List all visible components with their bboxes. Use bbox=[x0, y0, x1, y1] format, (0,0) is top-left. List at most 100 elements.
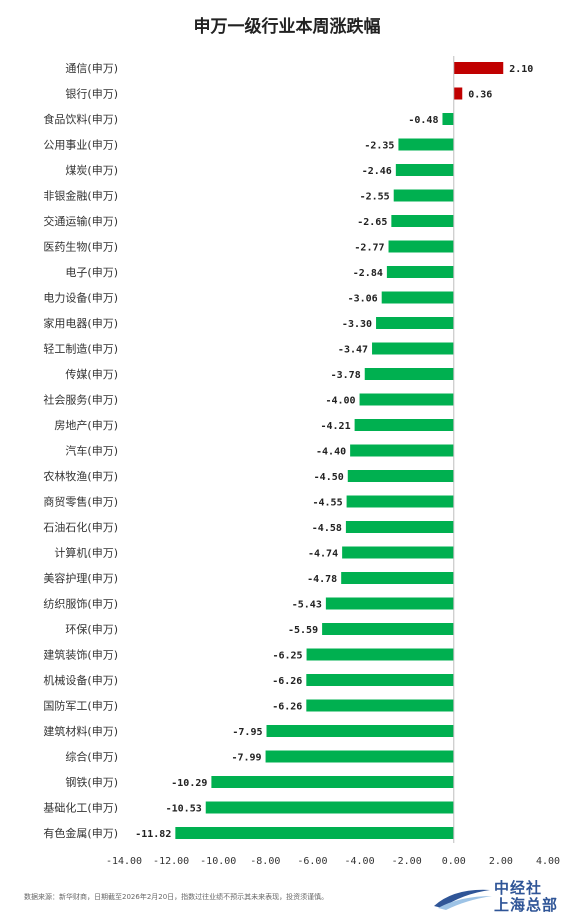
bar bbox=[398, 138, 454, 151]
category-label: 建筑材料(申万) bbox=[43, 724, 118, 738]
bar bbox=[350, 444, 454, 457]
bar bbox=[205, 801, 454, 814]
value-label: -2.55 bbox=[360, 192, 390, 203]
value-label: -3.30 bbox=[342, 319, 372, 330]
publisher-logo: 中经社 上海总部 bbox=[432, 880, 568, 916]
category-label: 传媒(申万) bbox=[65, 368, 118, 381]
value-label: -4.58 bbox=[312, 523, 342, 534]
value-label: -10.29 bbox=[171, 778, 207, 789]
value-label: 0.36 bbox=[468, 90, 492, 101]
data-source-note: 数据来源：新华财商，日期截至2026年2月20日，指数过往业绩不预示其未来表现，… bbox=[24, 893, 329, 901]
bar bbox=[359, 393, 454, 406]
value-label: -4.21 bbox=[320, 421, 350, 432]
logo-line-1: 中经社 bbox=[494, 879, 543, 897]
value-label: -4.74 bbox=[308, 549, 338, 560]
category-label: 石油石化(申万) bbox=[43, 520, 118, 534]
value-label: -6.25 bbox=[272, 651, 302, 662]
value-label: -4.78 bbox=[307, 574, 337, 585]
x-tick-label: -8.00 bbox=[250, 856, 280, 867]
value-label: -3.78 bbox=[331, 370, 361, 381]
x-tick-label: 4.00 bbox=[536, 856, 560, 867]
bar-chart: 通信(申万) 2.10 银行(申万) 0.36 食品饮料(申万) -0.48 公用事业(申万… bbox=[43, 56, 560, 867]
bar bbox=[341, 572, 454, 584]
value-label: -5.43 bbox=[292, 600, 322, 611]
value-label: 2.10 bbox=[509, 64, 533, 75]
category-label: 纺织服饰(申万) bbox=[43, 597, 118, 611]
category-label: 国防军工(申万) bbox=[43, 699, 118, 713]
bar bbox=[376, 317, 454, 329]
x-tick-label: -10.00 bbox=[200, 856, 236, 867]
category-label: 煤炭(申万) bbox=[65, 164, 118, 177]
category-label: 家用电器(申万) bbox=[43, 316, 118, 330]
value-label: -4.50 bbox=[314, 472, 344, 483]
x-tick-label: 2.00 bbox=[489, 856, 513, 867]
x-tick-label: -14.00 bbox=[106, 856, 142, 867]
bar bbox=[391, 215, 454, 227]
value-label: -7.95 bbox=[232, 727, 262, 738]
category-label: 环保(申万) bbox=[65, 622, 118, 636]
value-label: -4.55 bbox=[312, 498, 342, 509]
value-label: -2.77 bbox=[354, 243, 384, 254]
value-label: -2.35 bbox=[364, 141, 394, 152]
category-label: 医药生物(申万) bbox=[43, 240, 118, 254]
category-label: 银行(申万) bbox=[65, 87, 118, 101]
value-label: -3.47 bbox=[338, 345, 368, 356]
x-tick-label: -12.00 bbox=[153, 856, 189, 867]
category-label: 食品饮料(申万) bbox=[43, 112, 118, 126]
category-label: 机械设备(申万) bbox=[43, 673, 118, 687]
bar bbox=[346, 495, 454, 508]
bar bbox=[175, 827, 454, 839]
category-label: 农林牧渔(申万) bbox=[43, 469, 118, 483]
value-label: -2.84 bbox=[353, 268, 383, 279]
bar bbox=[381, 291, 454, 304]
bar bbox=[388, 240, 454, 253]
chart-title: 申万一级行业本周涨跌幅 bbox=[193, 17, 381, 37]
bar bbox=[266, 725, 454, 737]
bar bbox=[393, 189, 454, 202]
category-label: 电子(申万) bbox=[65, 266, 118, 279]
bar bbox=[325, 597, 454, 610]
category-label: 商贸零售(申万) bbox=[43, 495, 118, 509]
category-label: 公用事业(申万) bbox=[43, 139, 118, 152]
value-label: -6.26 bbox=[272, 676, 302, 687]
value-label: -3.06 bbox=[348, 294, 378, 305]
value-label: -2.46 bbox=[362, 166, 392, 177]
value-label: -4.40 bbox=[316, 447, 346, 458]
bar bbox=[265, 750, 454, 763]
bar bbox=[453, 87, 463, 100]
bar bbox=[211, 776, 454, 788]
x-tick-label: 0.00 bbox=[442, 856, 466, 867]
value-label: -7.99 bbox=[231, 753, 261, 764]
value-label: -6.26 bbox=[272, 702, 302, 713]
bar bbox=[342, 546, 454, 559]
bar bbox=[306, 699, 454, 712]
category-label: 计算机(申万) bbox=[54, 546, 118, 560]
category-label: 综合(申万) bbox=[65, 750, 118, 764]
bar bbox=[453, 62, 504, 74]
category-label: 通信(申万) bbox=[65, 62, 118, 75]
category-label: 社会服务(申万) bbox=[43, 393, 118, 407]
bar bbox=[306, 674, 454, 686]
category-label: 房地产(申万) bbox=[54, 418, 118, 432]
bar bbox=[395, 164, 454, 176]
value-label: -4.00 bbox=[325, 396, 355, 407]
x-tick-label: -6.00 bbox=[297, 856, 327, 867]
value-label: -10.53 bbox=[166, 804, 202, 815]
value-label: -2.65 bbox=[357, 217, 387, 228]
bar bbox=[322, 623, 454, 635]
category-label: 美容护理(申万) bbox=[43, 571, 118, 585]
logo-line-2: 上海总部 bbox=[494, 896, 559, 914]
logo-swoosh-icon bbox=[434, 889, 492, 910]
bar bbox=[345, 521, 454, 533]
category-label: 轻工制造(申万) bbox=[43, 342, 118, 356]
bar bbox=[364, 368, 454, 380]
bar bbox=[347, 470, 454, 482]
bar bbox=[442, 113, 454, 125]
category-label: 有色金属(申万) bbox=[43, 826, 118, 840]
value-label: -5.59 bbox=[288, 625, 318, 636]
bar bbox=[372, 342, 454, 355]
category-label: 汽车(申万) bbox=[65, 444, 118, 458]
category-label: 基础化工(申万) bbox=[43, 801, 118, 815]
category-label: 非银金融(申万) bbox=[43, 189, 118, 203]
value-label: -11.82 bbox=[135, 829, 171, 840]
